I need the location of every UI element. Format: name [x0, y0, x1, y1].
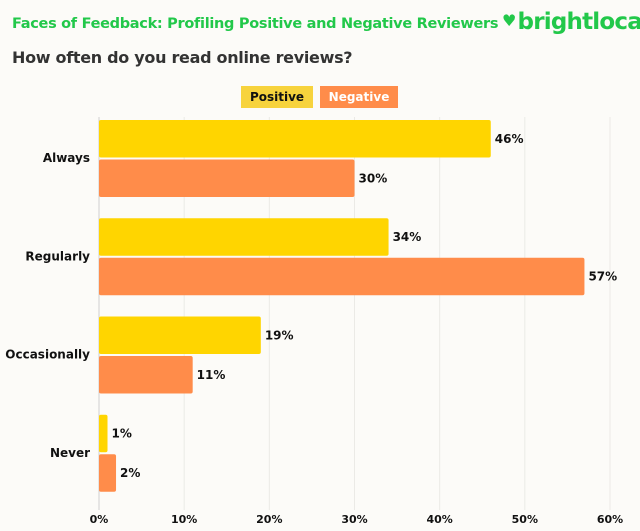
chart-title: How often do you read online reviews? — [12, 48, 353, 67]
data-label: 19% — [265, 328, 294, 342]
bar-positive — [99, 316, 261, 354]
x-tick-label: 30% — [341, 513, 367, 526]
x-tick-label: 60% — [597, 513, 623, 526]
data-label: 2% — [120, 466, 140, 480]
bar-positive — [99, 120, 491, 158]
x-tick-label: 50% — [512, 513, 538, 526]
data-label: 46% — [495, 132, 524, 146]
bar-negative — [99, 159, 355, 197]
bar-negative — [99, 257, 585, 296]
report-title: Faces of Feedback: Profiling Positive an… — [12, 16, 499, 32]
map-pin-icon: ♥ — [502, 11, 516, 30]
bar-positive — [99, 414, 108, 453]
logo-text: brightlocal — [517, 9, 640, 35]
data-label: 34% — [393, 230, 422, 244]
bar-positive — [99, 218, 389, 256]
legend-positive: Positive — [241, 86, 313, 108]
data-label: 30% — [359, 171, 388, 185]
category-label: Occasionally — [5, 348, 90, 362]
data-label: 1% — [112, 427, 132, 441]
legend-negative: Negative — [320, 86, 398, 108]
x-tick-label: 40% — [426, 513, 452, 526]
x-tick-label: 0% — [90, 513, 109, 526]
category-label: Always — [43, 151, 90, 165]
category-label: Regularly — [25, 249, 90, 263]
x-tick-label: 20% — [256, 513, 282, 526]
category-label: Never — [50, 446, 90, 460]
bar-negative — [99, 356, 193, 394]
brightlocal-logo: ♥brightlocal — [502, 9, 640, 35]
data-label: 11% — [197, 368, 226, 382]
x-tick-label: 10% — [171, 513, 197, 526]
data-label: 57% — [588, 270, 617, 284]
bar-negative — [99, 454, 117, 492]
